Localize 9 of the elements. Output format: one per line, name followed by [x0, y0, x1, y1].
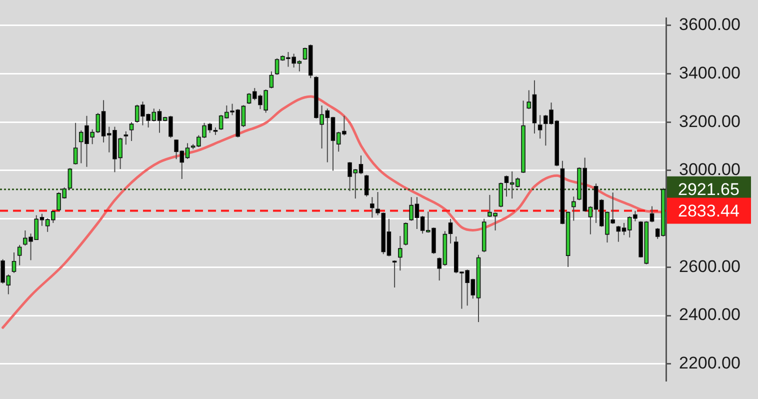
y-tick-label: 3600.00: [679, 15, 740, 34]
y-tick-label: 3000.00: [679, 160, 740, 180]
y-tick-label: 2600.00: [679, 256, 740, 276]
ref-line-label: 2921.65: [678, 180, 740, 200]
y-tick-label: 3200.00: [679, 112, 740, 131]
y-tick-label: 3400.00: [679, 63, 740, 82]
ref-line-label: 2833.44: [678, 201, 740, 220]
y-tick-label: 2400.00: [679, 305, 740, 324]
y-tick-label: 2200.00: [679, 354, 740, 373]
